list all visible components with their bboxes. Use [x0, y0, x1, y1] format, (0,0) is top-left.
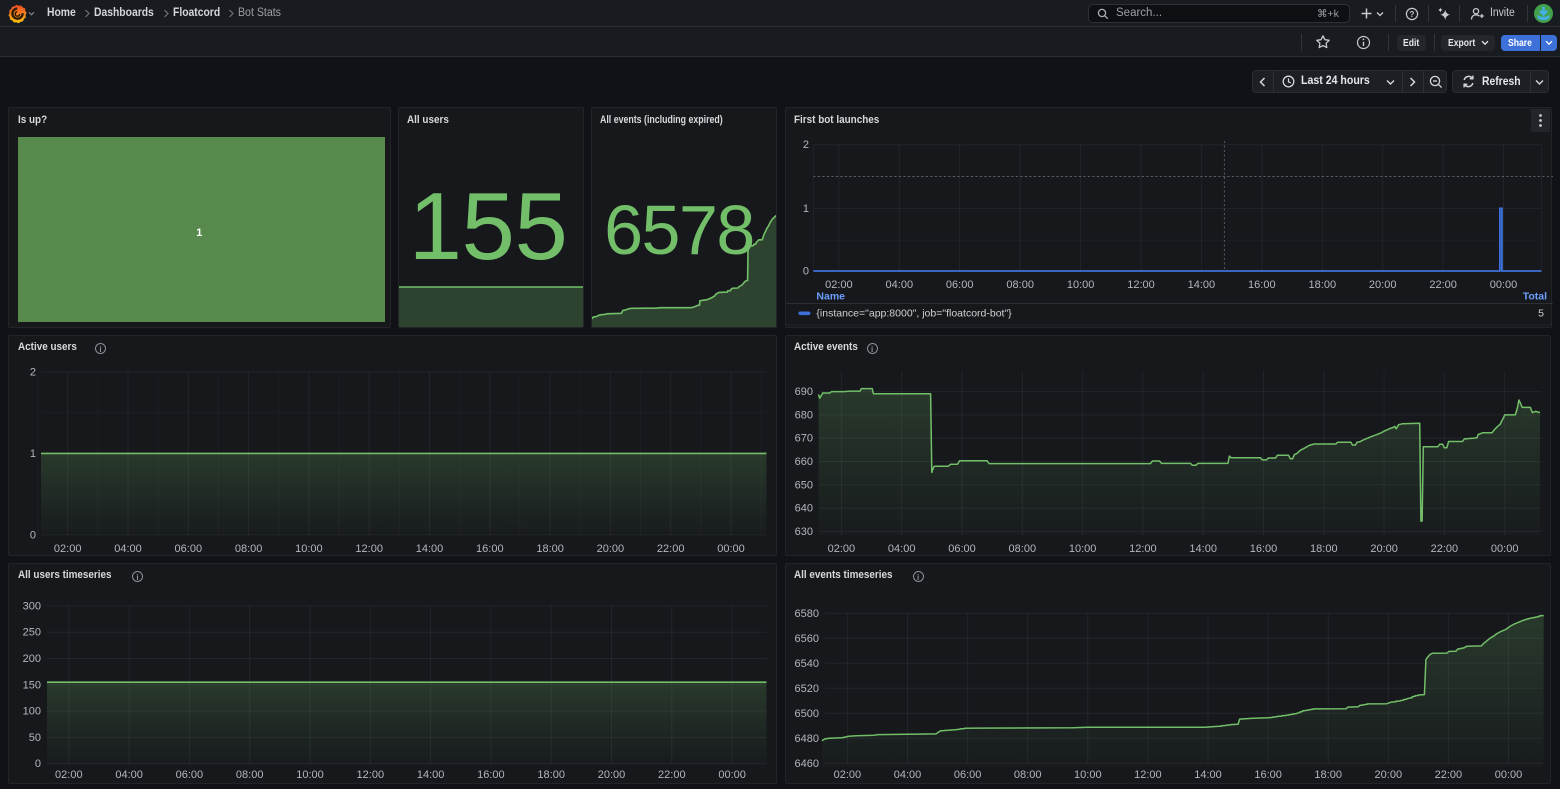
svg-text:14:00: 14:00: [416, 543, 444, 555]
svg-text:0: 0: [30, 529, 36, 541]
svg-text:300: 300: [23, 600, 41, 612]
svg-text:08:00: 08:00: [236, 769, 264, 781]
svg-text:6560: 6560: [794, 632, 818, 644]
svg-text:16:00: 16:00: [1254, 769, 1282, 781]
svg-text:06:00: 06:00: [176, 769, 204, 781]
svg-text:02:00: 02:00: [833, 769, 861, 781]
svg-text:Name: Name: [816, 291, 845, 303]
svg-text:18:00: 18:00: [1314, 769, 1342, 781]
svg-text:14:00: 14:00: [1194, 769, 1222, 781]
svg-text:Total: Total: [1522, 291, 1546, 303]
svg-text:18:00: 18:00: [1308, 279, 1336, 291]
svg-text:6500: 6500: [794, 707, 818, 719]
svg-text:04:00: 04:00: [893, 769, 921, 781]
svg-text:650: 650: [794, 479, 812, 491]
svg-text:22:00: 22:00: [1430, 543, 1458, 555]
svg-text:12:00: 12:00: [1127, 279, 1155, 291]
svg-text:14:00: 14:00: [1189, 543, 1217, 555]
svg-text:14:00: 14:00: [417, 769, 445, 781]
svg-text:16:00: 16:00: [1248, 279, 1276, 291]
svg-text:6580: 6580: [794, 607, 818, 619]
svg-text:{instance="app:8000", job="flo: {instance="app:8000", job="floatcord-bot…: [816, 308, 1012, 320]
svg-text:22:00: 22:00: [657, 543, 685, 555]
svg-text:50: 50: [29, 732, 41, 744]
svg-text:150: 150: [23, 679, 41, 691]
svg-text:08:00: 08:00: [1014, 769, 1042, 781]
svg-text:14:00: 14:00: [1187, 279, 1215, 291]
svg-text:630: 630: [794, 525, 812, 537]
svg-text:08:00: 08:00: [1008, 543, 1036, 555]
svg-text:0: 0: [802, 266, 808, 278]
svg-text:2: 2: [802, 139, 808, 151]
svg-text:16:00: 16:00: [476, 543, 504, 555]
svg-text:12:00: 12:00: [1134, 769, 1162, 781]
svg-text:12:00: 12:00: [1129, 543, 1157, 555]
svg-text:06:00: 06:00: [175, 543, 203, 555]
svg-text:20:00: 20:00: [598, 769, 626, 781]
svg-text:00:00: 00:00: [1491, 543, 1519, 555]
svg-text:02:00: 02:00: [55, 769, 83, 781]
svg-text:12:00: 12:00: [355, 543, 383, 555]
svg-text:00:00: 00:00: [1489, 279, 1517, 291]
svg-text:18:00: 18:00: [536, 543, 564, 555]
svg-text:02:00: 02:00: [54, 543, 82, 555]
svg-text:5: 5: [1538, 308, 1544, 320]
svg-text:18:00: 18:00: [1310, 543, 1338, 555]
svg-text:?: ?: [1410, 9, 1415, 18]
svg-text:0: 0: [35, 758, 41, 770]
svg-text:06:00: 06:00: [948, 543, 976, 555]
svg-text:06:00: 06:00: [946, 279, 974, 291]
svg-text:04:00: 04:00: [885, 279, 913, 291]
svg-text:02:00: 02:00: [827, 543, 855, 555]
svg-text:10:00: 10:00: [1066, 279, 1094, 291]
svg-text:6520: 6520: [794, 682, 818, 694]
svg-text:680: 680: [794, 409, 812, 421]
svg-text:22:00: 22:00: [1429, 279, 1457, 291]
svg-text:20:00: 20:00: [1369, 279, 1397, 291]
svg-text:670: 670: [794, 432, 812, 444]
svg-text:18:00: 18:00: [537, 769, 565, 781]
svg-text:04:00: 04:00: [888, 543, 916, 555]
svg-text:12:00: 12:00: [357, 769, 385, 781]
svg-text:10:00: 10:00: [1074, 769, 1102, 781]
svg-text:20:00: 20:00: [1374, 769, 1402, 781]
svg-text:16:00: 16:00: [1249, 543, 1277, 555]
svg-text:10:00: 10:00: [296, 769, 324, 781]
svg-text:04:00: 04:00: [115, 769, 143, 781]
svg-text:640: 640: [794, 502, 812, 514]
svg-text:1: 1: [802, 203, 808, 215]
svg-text:04:00: 04:00: [114, 543, 142, 555]
svg-text:02:00: 02:00: [825, 279, 853, 291]
svg-text:660: 660: [794, 456, 812, 468]
svg-text:20:00: 20:00: [597, 543, 625, 555]
svg-text:10:00: 10:00: [1068, 543, 1096, 555]
svg-text:250: 250: [23, 626, 41, 638]
svg-text:06:00: 06:00: [953, 769, 981, 781]
svg-text:690: 690: [794, 386, 812, 398]
svg-text:08:00: 08:00: [235, 543, 263, 555]
svg-text:22:00: 22:00: [1434, 769, 1462, 781]
svg-text:1: 1: [30, 447, 36, 459]
svg-text:6460: 6460: [794, 757, 818, 769]
svg-text:100: 100: [23, 705, 41, 717]
svg-text:00:00: 00:00: [718, 769, 746, 781]
svg-text:00:00: 00:00: [1494, 769, 1522, 781]
svg-text:16:00: 16:00: [477, 769, 505, 781]
svg-text:08:00: 08:00: [1006, 279, 1034, 291]
svg-text:10:00: 10:00: [295, 543, 323, 555]
svg-text:22:00: 22:00: [658, 769, 686, 781]
svg-text:6480: 6480: [794, 732, 818, 744]
svg-text:200: 200: [23, 653, 41, 665]
svg-text:2: 2: [30, 366, 36, 378]
svg-text:6540: 6540: [794, 657, 818, 669]
svg-text:20:00: 20:00: [1370, 543, 1398, 555]
svg-text:00:00: 00:00: [717, 543, 745, 555]
